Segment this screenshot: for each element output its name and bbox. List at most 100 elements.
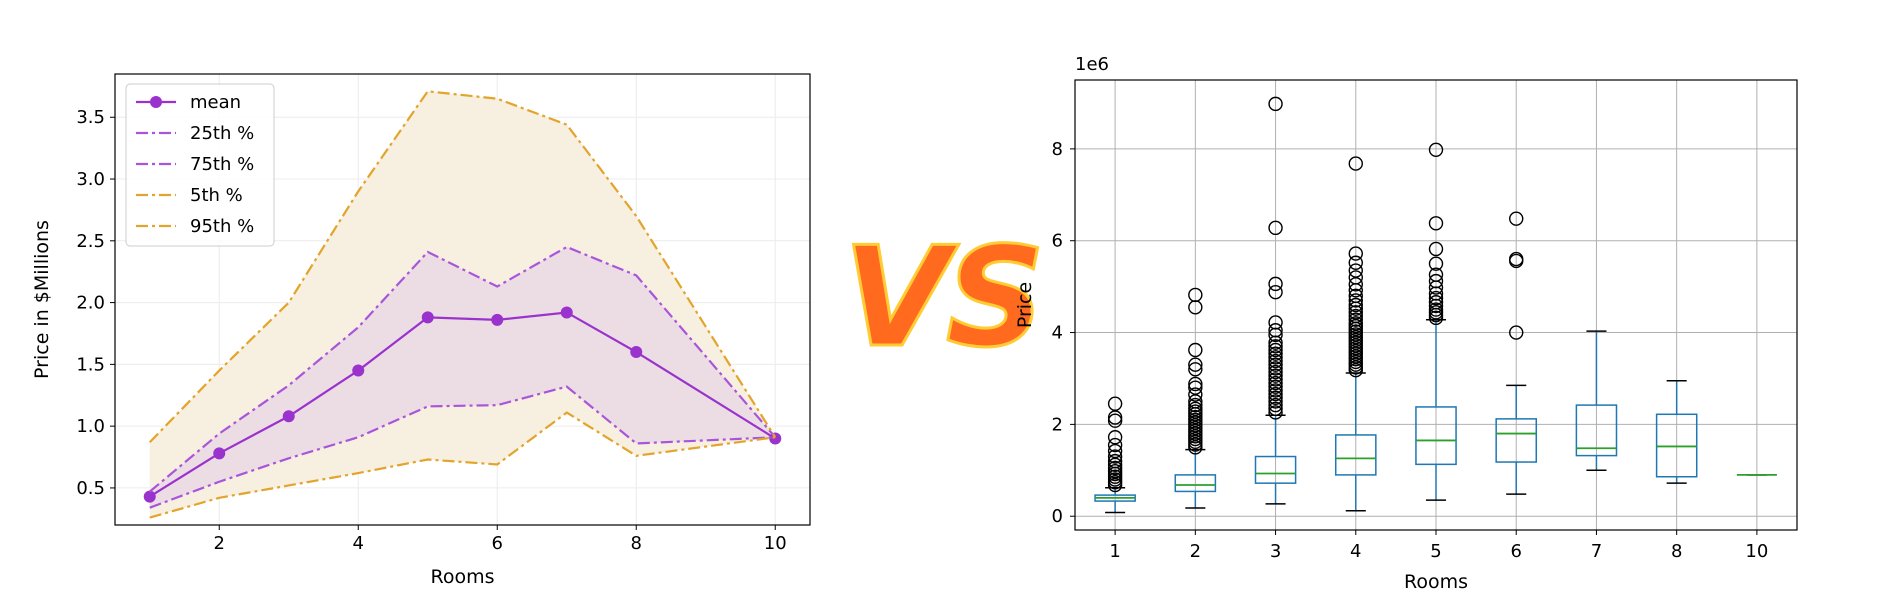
x-tick-label: 6	[1510, 541, 1521, 562]
y-axis-offset-label: 1e6	[1075, 54, 1109, 75]
y-tick-label: 2	[1052, 414, 1063, 435]
mean-point-8	[769, 432, 782, 445]
legend-marker-mean	[150, 96, 162, 108]
outlier-point	[1348, 308, 1363, 324]
x-tick-label: 8	[631, 533, 642, 554]
box-8	[1655, 380, 1698, 484]
outlier-point	[1268, 372, 1283, 387]
outlier-point	[1107, 453, 1123, 469]
mean-point-1	[213, 447, 226, 460]
outlier-point	[1348, 297, 1363, 313]
outlier-point	[1428, 302, 1444, 317]
outlier-point	[1268, 361, 1283, 376]
y-tick-label: 2.5	[76, 231, 105, 252]
iqr-box	[1174, 474, 1217, 493]
outlier-point	[1188, 401, 1203, 416]
outlier-point	[1509, 251, 1524, 267]
outlier-point	[1268, 394, 1283, 409]
legend-label-1: 25th %	[190, 123, 254, 144]
mean-point-3	[352, 364, 365, 377]
box-plot-price-by-rooms: 1 2 3 4 5 6 7 8 10 0 2 4 6 8 1e6 Rooms Price	[1014, 54, 1798, 593]
band-25th-75th	[149, 246, 776, 508]
outlier-point	[1509, 325, 1524, 340]
legend-label-2: 75th %	[190, 154, 254, 175]
outlier-point	[1268, 379, 1283, 394]
x-tick-label: 10	[1745, 541, 1768, 562]
iqr-box	[1415, 406, 1457, 466]
outlier-point	[1348, 316, 1363, 331]
mean-point-4	[421, 311, 434, 324]
outlier-point	[1107, 460, 1123, 476]
outlier-point	[1268, 350, 1283, 365]
outlier-point	[1188, 362, 1203, 377]
outlier-point	[1268, 220, 1283, 236]
mean-point-7	[630, 346, 643, 359]
series-line-3	[149, 411, 776, 519]
outlier-point	[1268, 315, 1283, 330]
mean-point-6	[560, 306, 573, 319]
outlier-point	[1188, 357, 1203, 372]
box-1	[1094, 396, 1136, 514]
y-tick-label: 3.0	[76, 169, 105, 190]
outlier-point	[1348, 305, 1363, 320]
outlier-point	[1428, 295, 1444, 310]
outlier-point	[1107, 464, 1123, 479]
outlier-point	[1188, 376, 1203, 392]
x-tick-label: 4	[353, 533, 364, 554]
outlier-point	[1268, 386, 1283, 402]
x-tick-label: 2	[214, 533, 225, 554]
outlier-point	[1268, 339, 1283, 354]
y-axis-label: Price	[1014, 282, 1036, 328]
outlier-point	[1348, 156, 1363, 171]
outlier-point	[1268, 397, 1283, 413]
x-tick-label: 8	[1671, 541, 1682, 562]
outlier-point	[1107, 457, 1123, 472]
outlier-point	[1107, 396, 1123, 411]
x-tick-label: 6	[492, 533, 503, 554]
outlier-point	[1428, 273, 1444, 289]
series-line-2	[149, 245, 777, 493]
outlier-point	[1268, 357, 1283, 372]
outlier-point	[1348, 270, 1363, 285]
x-tick-label: 4	[1350, 541, 1361, 562]
box-2	[1174, 287, 1217, 509]
outlier-point	[1428, 267, 1444, 282]
y-tick-label: 0	[1052, 506, 1063, 527]
iqr-box	[1254, 455, 1297, 484]
outlier-point	[1188, 394, 1203, 409]
box-4	[1334, 156, 1377, 512]
box-5	[1415, 142, 1457, 501]
outlier-point	[1348, 277, 1363, 292]
outlier-point	[1188, 287, 1203, 303]
box-6	[1495, 211, 1538, 495]
x-axis-label: Rooms	[430, 566, 494, 588]
y-tick-label: 2.0	[76, 293, 105, 314]
outlier-point	[1188, 387, 1203, 402]
legend-label-4: 95th %	[190, 216, 254, 237]
outlier-point	[1107, 449, 1123, 464]
line-chart-rooms-vs-price: 2 4 6 8 10 0.5 1.0 1.5 2.0 2.5 3.0 3.5 Rooms Price in…	[31, 73, 811, 588]
outlier-point	[1268, 276, 1283, 292]
outlier-point	[1107, 443, 1123, 459]
outlier-point	[1348, 246, 1363, 261]
y-tick-label: 8	[1052, 139, 1063, 160]
x-tick-label: 2	[1190, 541, 1201, 562]
iqr-box	[1495, 418, 1538, 463]
outlier-point	[1348, 263, 1363, 278]
outlier-point	[1268, 390, 1283, 405]
outlier-point	[1268, 368, 1283, 383]
mean-point-0	[143, 490, 156, 503]
outlier-point	[1428, 241, 1444, 257]
box-3	[1254, 96, 1297, 505]
outlier-point	[1268, 342, 1283, 358]
y-tick-label: 1.5	[76, 354, 105, 375]
outlier-point	[1268, 96, 1283, 112]
outlier-point	[1428, 290, 1444, 306]
y-tick-label: 0.5	[76, 478, 105, 499]
y-tick-label: 1.0	[76, 416, 105, 437]
iqr-box	[1334, 434, 1377, 476]
outlier-point	[1188, 397, 1203, 413]
x-axis-label: Rooms	[1404, 571, 1468, 593]
legend: mean 25th % 75th % 5th % 95th %	[125, 83, 275, 247]
